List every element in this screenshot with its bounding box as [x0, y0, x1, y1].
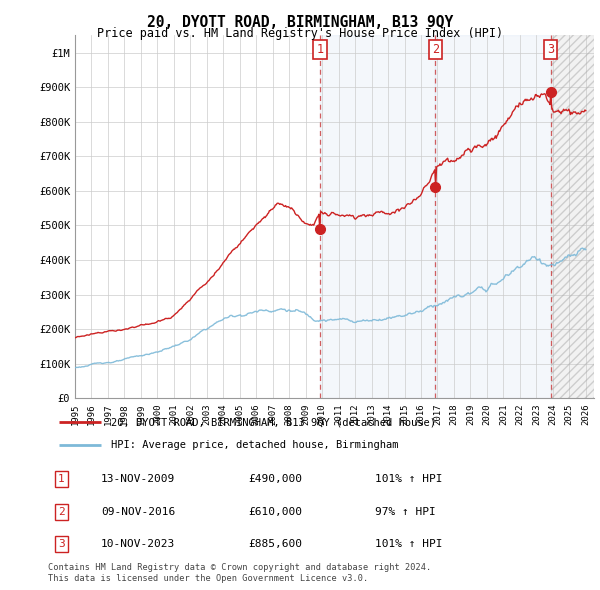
Text: 3: 3	[547, 44, 554, 57]
Bar	[320, 35, 436, 398]
Bar	[436, 35, 551, 398]
Text: 1: 1	[316, 44, 323, 57]
Text: 97% ↑ HPI: 97% ↑ HPI	[376, 507, 436, 517]
Text: 101% ↑ HPI: 101% ↑ HPI	[376, 539, 443, 549]
Bar	[551, 35, 594, 398]
Bar	[551, 35, 594, 398]
Text: 3: 3	[58, 539, 65, 549]
Bar	[551, 35, 594, 398]
Text: 2: 2	[432, 44, 439, 57]
Text: 2: 2	[58, 507, 65, 517]
Text: £490,000: £490,000	[248, 474, 302, 484]
Text: 20, DYOTT ROAD, BIRMINGHAM, B13 9QY: 20, DYOTT ROAD, BIRMINGHAM, B13 9QY	[147, 15, 453, 30]
Text: 09-NOV-2016: 09-NOV-2016	[101, 507, 175, 517]
Text: Price paid vs. HM Land Registry's House Price Index (HPI): Price paid vs. HM Land Registry's House …	[97, 27, 503, 40]
Text: 20, DYOTT ROAD, BIRMINGHAM, B13 9QY (detached house): 20, DYOTT ROAD, BIRMINGHAM, B13 9QY (det…	[112, 417, 436, 427]
Text: £885,600: £885,600	[248, 539, 302, 549]
Text: 101% ↑ HPI: 101% ↑ HPI	[376, 474, 443, 484]
Text: 10-NOV-2023: 10-NOV-2023	[101, 539, 175, 549]
Text: Contains HM Land Registry data © Crown copyright and database right 2024.
This d: Contains HM Land Registry data © Crown c…	[48, 563, 431, 583]
Text: 1: 1	[58, 474, 65, 484]
Text: 13-NOV-2009: 13-NOV-2009	[101, 474, 175, 484]
Text: £610,000: £610,000	[248, 507, 302, 517]
Text: HPI: Average price, detached house, Birmingham: HPI: Average price, detached house, Birm…	[112, 440, 399, 450]
